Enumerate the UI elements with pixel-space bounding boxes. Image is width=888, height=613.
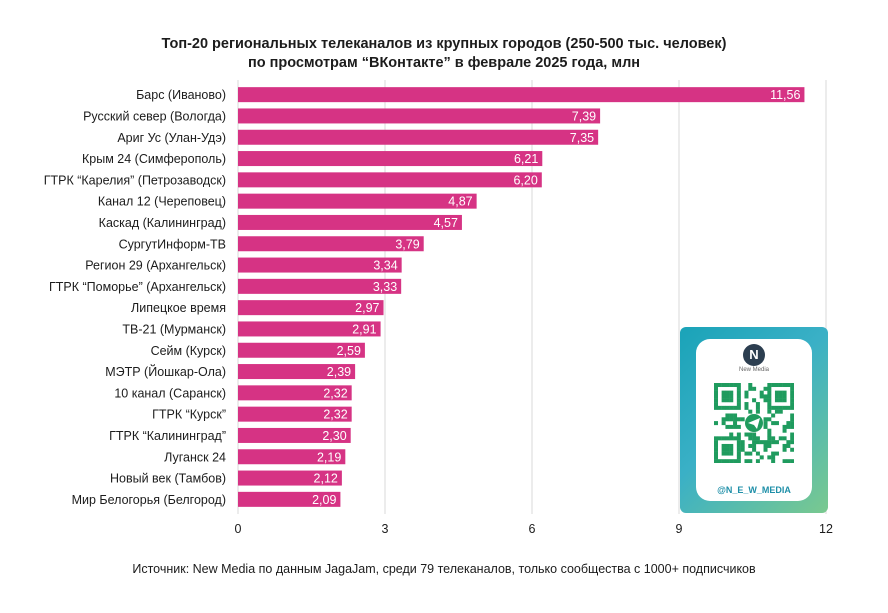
x-tick-label-4: 12 (819, 522, 833, 536)
category-label-0: Барс (Иваново) (136, 88, 226, 102)
category-label-12: Сейм (Курск) (151, 344, 226, 358)
value-label-4: 6,20 (513, 173, 537, 187)
category-label-1: Русский север (Вологда) (83, 109, 226, 123)
value-label-10: 2,97 (355, 301, 379, 315)
category-label-5: Канал 12 (Череповец) (98, 195, 226, 209)
x-tick-label-1: 3 (382, 522, 389, 536)
bar-9 (238, 278, 402, 294)
bar-15 (238, 406, 352, 422)
source-note: Источник: New Media по данным JagaJam, с… (132, 562, 756, 576)
category-label-3: Крым 24 (Симферополь) (82, 152, 226, 166)
qr-code-icon[interactable] (714, 383, 794, 463)
value-label-17: 2,19 (317, 450, 341, 464)
category-label-15: ГТРК “Курск” (152, 408, 226, 422)
value-label-12: 2,59 (337, 344, 361, 358)
category-label-7: СургутИнформ-ТВ (119, 237, 226, 251)
promo-panel[interactable]: N New Media @N_E_W_MEDIA (680, 327, 828, 513)
bar-13 (238, 364, 356, 380)
bar-4 (238, 172, 542, 188)
x-tick-label-0: 0 (235, 522, 242, 536)
bar-2 (238, 129, 599, 145)
bar-3 (238, 151, 543, 167)
new-media-logo: N (743, 344, 765, 366)
value-label-19: 2,09 (312, 493, 336, 507)
bar-18 (238, 470, 342, 486)
bar-10 (238, 300, 384, 316)
value-label-8: 3,34 (373, 259, 397, 273)
x-tick-label-2: 6 (529, 522, 536, 536)
bar-5 (238, 193, 477, 209)
value-label-16: 2,30 (322, 429, 346, 443)
bar-7 (238, 236, 424, 252)
chart-title: Топ-20 региональных телеканалов из крупн… (161, 36, 727, 52)
category-label-8: Регион 29 (Архангельск) (85, 259, 226, 273)
category-label-14: 10 канал (Саранск) (114, 386, 226, 400)
bar-0 (238, 87, 805, 103)
category-label-19: Мир Белогорья (Белгород) (72, 493, 226, 507)
category-label-2: Ариг Ус (Улан-Удэ) (117, 131, 226, 145)
bar-11 (238, 321, 381, 337)
value-label-0: 11,56 (770, 88, 800, 102)
bar-19 (238, 491, 341, 507)
chart-subtitle: по просмотрам “ВКонтакте” в феврале 2025… (247, 55, 641, 71)
bar-17 (238, 449, 346, 465)
category-label-16: ГТРК “Калининград” (109, 429, 226, 443)
bar-12 (238, 342, 365, 358)
value-label-2: 7,35 (570, 131, 594, 145)
category-label-11: ТВ-21 (Мурманск) (122, 322, 226, 336)
bar-1 (238, 108, 601, 124)
value-label-13: 2,39 (327, 365, 351, 379)
bar-8 (238, 257, 402, 273)
category-label-10: Липецкое время (131, 301, 226, 315)
category-label-13: МЭТР (Йошкар-Ола) (105, 364, 226, 379)
value-label-9: 3,33 (373, 280, 397, 294)
category-label-6: Каскад (Калининград) (99, 216, 226, 230)
x-tick-label-3: 9 (676, 522, 683, 536)
channel-handle[interactable]: @N_E_W_MEDIA (717, 485, 791, 495)
bar-16 (238, 427, 351, 443)
value-label-14: 2,32 (323, 386, 347, 400)
category-label-4: ГТРК “Карелия” (Петрозаводск) (44, 173, 226, 187)
category-label-18: Новый век (Тамбов) (110, 472, 226, 486)
bar-6 (238, 214, 462, 230)
value-label-5: 4,87 (448, 195, 472, 209)
value-label-7: 3,79 (395, 237, 419, 251)
value-label-15: 2,32 (323, 408, 347, 422)
value-label-3: 6,21 (514, 152, 538, 166)
value-label-1: 7,39 (572, 109, 596, 123)
value-label-11: 2,91 (352, 322, 376, 336)
logo-text: New Media (738, 367, 769, 373)
value-label-6: 4,57 (434, 216, 458, 230)
bar-14 (238, 385, 352, 401)
value-label-18: 2,12 (314, 472, 338, 486)
promo-card: N New Media @N_E_W_MEDIA (696, 339, 812, 501)
category-label-9: ГТРК “Поморье” (Архангельск) (49, 280, 226, 294)
category-label-17: Луганск 24 (164, 450, 226, 464)
